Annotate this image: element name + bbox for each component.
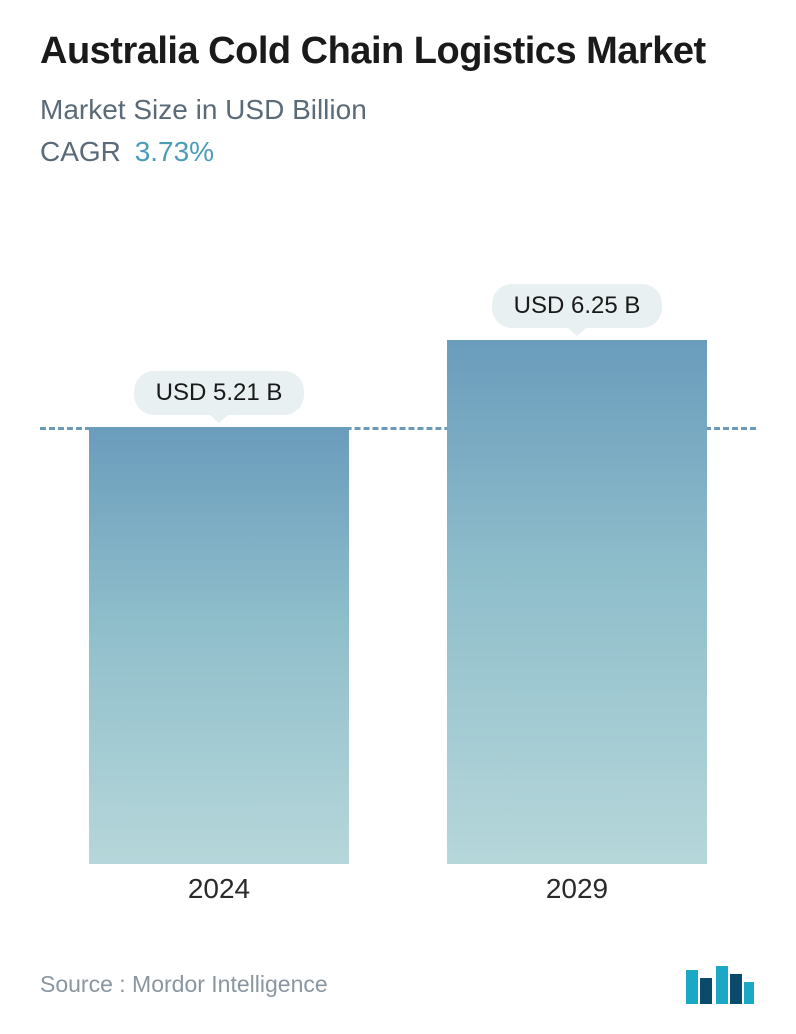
footer: Source : Mordor Intelligence: [0, 954, 796, 1034]
bar-1: [447, 340, 707, 864]
chart-subtitle: Market Size in USD Billion: [40, 94, 756, 126]
source-text: Source : Mordor Intelligence: [40, 971, 328, 998]
x-label-1: 2029: [447, 873, 707, 905]
brand-logo-icon: [684, 960, 756, 1008]
bar-col-0: USD 5.21 B: [89, 371, 349, 864]
bar-col-1: USD 6.25 B: [447, 284, 707, 864]
chart-title: Australia Cold Chain Logistics Market: [40, 28, 756, 76]
cagr-label: CAGR: [40, 136, 121, 167]
cagr-row: CAGR 3.73%: [40, 136, 756, 168]
value-chip-1: USD 6.25 B: [492, 284, 663, 328]
bars-region: USD 5.21 B USD 6.25 B: [40, 340, 756, 864]
chart-area: USD 5.21 B USD 6.25 B 2024 2029: [0, 280, 796, 914]
x-axis-labels: 2024 2029: [40, 864, 756, 914]
value-chip-0: USD 5.21 B: [134, 371, 305, 415]
header: Australia Cold Chain Logistics Market Ma…: [0, 0, 796, 168]
x-label-0: 2024: [89, 873, 349, 905]
chart-inner: USD 5.21 B USD 6.25 B 2024 2029: [40, 280, 756, 914]
cagr-value: 3.73%: [135, 136, 214, 167]
bar-0: [89, 427, 349, 864]
